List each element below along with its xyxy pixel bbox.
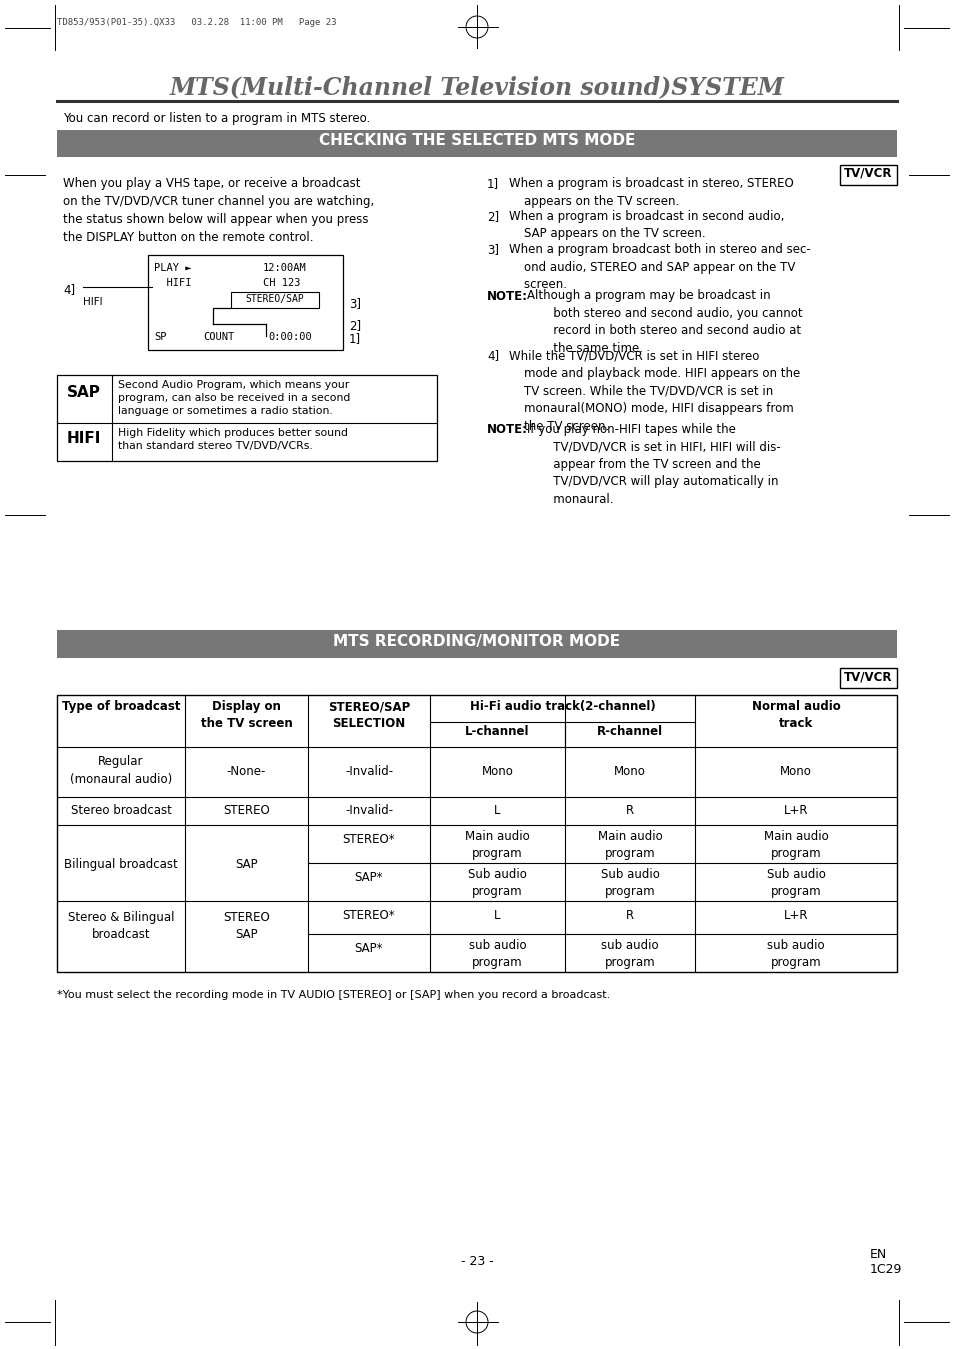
Text: R: R xyxy=(625,909,634,921)
Text: PLAY ►: PLAY ► xyxy=(153,263,192,272)
Text: 2]: 2] xyxy=(349,318,361,332)
Text: -Invalid-: -Invalid- xyxy=(345,804,393,817)
Text: L-channel: L-channel xyxy=(465,724,529,738)
Text: MTS(Multi-Channel Television sound)SYSTEM: MTS(Multi-Channel Television sound)SYSTE… xyxy=(170,76,783,98)
Text: TV/VCR: TV/VCR xyxy=(843,670,892,683)
Text: L+R: L+R xyxy=(783,909,807,921)
Text: sub audio
program: sub audio program xyxy=(600,939,659,969)
Text: STEREO
SAP: STEREO SAP xyxy=(223,911,270,942)
Text: Second Audio Program, which means your
program, can also be received in a second: Second Audio Program, which means your p… xyxy=(118,380,350,417)
Bar xyxy=(57,375,436,461)
Text: TV/VCR: TV/VCR xyxy=(843,167,892,179)
Text: 0:00:00: 0:00:00 xyxy=(268,332,312,343)
Text: 4]: 4] xyxy=(486,349,498,363)
Text: Sub audio
program: Sub audio program xyxy=(600,867,659,898)
Text: sub audio
program: sub audio program xyxy=(468,939,526,969)
Text: SAP*: SAP* xyxy=(355,942,383,955)
Text: Main audio
program: Main audio program xyxy=(762,830,827,861)
Text: 3]: 3] xyxy=(349,297,360,310)
Text: Type of broadcast: Type of broadcast xyxy=(62,700,180,714)
Text: - 23 -: - 23 - xyxy=(460,1255,493,1268)
Text: COUNT: COUNT xyxy=(203,332,234,343)
Text: When a program broadcast both in stereo and sec-
    ond audio, STEREO and SAP a: When a program broadcast both in stereo … xyxy=(509,243,810,291)
Text: L: L xyxy=(494,804,500,817)
Text: -None-: -None- xyxy=(227,765,266,778)
Text: STEREO: STEREO xyxy=(223,804,270,817)
Bar xyxy=(57,130,896,156)
Text: SP: SP xyxy=(153,332,167,343)
Text: HIFI: HIFI xyxy=(67,430,101,447)
Text: STEREO/SAP
SELECTION: STEREO/SAP SELECTION xyxy=(328,700,410,730)
Text: SAP: SAP xyxy=(235,858,257,871)
Text: MTS RECORDING/MONITOR MODE: MTS RECORDING/MONITOR MODE xyxy=(334,634,619,649)
Text: Stereo & Bilingual
broadcast: Stereo & Bilingual broadcast xyxy=(68,911,174,942)
Text: Hi-Fi audio track(2-channel): Hi-Fi audio track(2-channel) xyxy=(469,700,655,714)
Bar xyxy=(231,291,318,308)
Text: 12:00AM: 12:00AM xyxy=(263,263,307,272)
Text: CH 123: CH 123 xyxy=(263,278,300,287)
Text: 1C29: 1C29 xyxy=(869,1263,902,1276)
Text: Regular
(monaural audio): Regular (monaural audio) xyxy=(70,755,172,786)
Text: When you play a VHS tape, or receive a broadcast
on the TV/DVD/VCR tuner channel: When you play a VHS tape, or receive a b… xyxy=(63,177,374,244)
Bar xyxy=(57,630,896,658)
Text: sub audio
program: sub audio program xyxy=(766,939,824,969)
Text: L: L xyxy=(494,909,500,921)
Text: Main audio
program: Main audio program xyxy=(597,830,661,861)
Text: Mono: Mono xyxy=(780,765,811,778)
Bar xyxy=(57,695,896,973)
Text: NOTE:: NOTE: xyxy=(486,424,527,436)
Text: Bilingual broadcast: Bilingual broadcast xyxy=(64,858,177,871)
Text: STEREO/SAP: STEREO/SAP xyxy=(245,294,304,304)
Text: HIFI: HIFI xyxy=(83,297,103,308)
Bar xyxy=(148,255,343,349)
Bar xyxy=(840,668,896,688)
Text: Display on
the TV screen: Display on the TV screen xyxy=(200,700,292,730)
Text: You can record or listen to a program in MTS stereo.: You can record or listen to a program in… xyxy=(63,112,370,125)
Text: 4]: 4] xyxy=(63,283,75,295)
Text: SAP*: SAP* xyxy=(355,871,383,884)
Text: High Fidelity which produces better sound
than standard stereo TV/DVD/VCRs.: High Fidelity which produces better soun… xyxy=(118,428,348,451)
Text: While the TV/DVD/VCR is set in HIFI stereo
    mode and playback mode. HIFI appe: While the TV/DVD/VCR is set in HIFI ster… xyxy=(509,349,800,433)
Text: Although a program may be broadcast in
       both stereo and second audio, you : Although a program may be broadcast in b… xyxy=(526,290,801,355)
Text: R: R xyxy=(625,804,634,817)
Text: EN: EN xyxy=(869,1248,886,1261)
Bar xyxy=(840,165,896,185)
Text: STEREO*: STEREO* xyxy=(342,832,395,846)
Text: NOTE:: NOTE: xyxy=(486,290,527,302)
Text: SAP: SAP xyxy=(67,384,101,401)
Text: HIFI: HIFI xyxy=(153,278,192,287)
Text: Mono: Mono xyxy=(481,765,513,778)
Text: R-channel: R-channel xyxy=(597,724,662,738)
Text: Normal audio
track: Normal audio track xyxy=(751,700,840,730)
Text: Stereo broadcast: Stereo broadcast xyxy=(71,804,172,817)
Text: STEREO*: STEREO* xyxy=(342,909,395,921)
Text: When a program is broadcast in second audio,
    SAP appears on the TV screen.: When a program is broadcast in second au… xyxy=(509,210,783,240)
Text: When a program is broadcast in stereo, STEREO
    appears on the TV screen.: When a program is broadcast in stereo, S… xyxy=(509,177,793,208)
Text: Mono: Mono xyxy=(614,765,645,778)
Text: Sub audio
program: Sub audio program xyxy=(766,867,824,898)
Text: If you play non-HIFI tapes while the
       TV/DVD/VCR is set in HIFI, HIFI will: If you play non-HIFI tapes while the TV/… xyxy=(526,424,780,506)
Text: -Invalid-: -Invalid- xyxy=(345,765,393,778)
Text: 3]: 3] xyxy=(486,243,498,256)
Text: Sub audio
program: Sub audio program xyxy=(468,867,526,898)
Text: 2]: 2] xyxy=(486,210,498,223)
Text: TD853/953(P01-35).QX33   03.2.28  11:00 PM   Page 23: TD853/953(P01-35).QX33 03.2.28 11:00 PM … xyxy=(57,18,336,27)
Text: L+R: L+R xyxy=(783,804,807,817)
Text: CHECKING THE SELECTED MTS MODE: CHECKING THE SELECTED MTS MODE xyxy=(318,134,635,148)
Text: Main audio
program: Main audio program xyxy=(465,830,529,861)
Text: *You must select the recording mode in TV AUDIO [STEREO] or [SAP] when you recor: *You must select the recording mode in T… xyxy=(57,990,610,1000)
Text: 1]: 1] xyxy=(486,177,498,190)
Text: 1]: 1] xyxy=(349,332,361,345)
